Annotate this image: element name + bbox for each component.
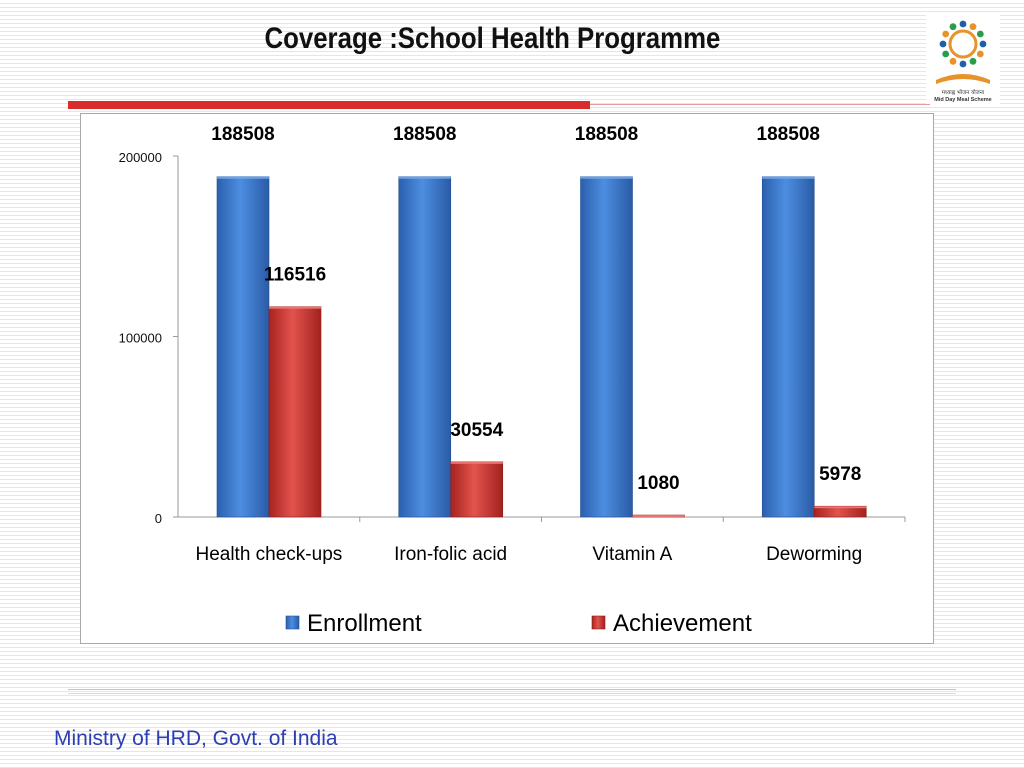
logo-figure bbox=[969, 23, 977, 31]
bar-highlight bbox=[580, 176, 633, 179]
y-tick-label: 0 bbox=[155, 511, 162, 526]
achievement-data-label: 5978 bbox=[819, 464, 861, 485]
achievement-bar bbox=[450, 461, 504, 518]
achievement-bar bbox=[268, 306, 322, 518]
bar-highlight bbox=[814, 506, 867, 509]
logo-figure bbox=[959, 60, 967, 68]
logo-caption: Mid Day Meal Scheme bbox=[934, 97, 991, 103]
slide-title: Coverage :School Health Programme bbox=[264, 22, 721, 55]
enrollment-data-label: 188508 bbox=[393, 124, 456, 145]
logo-figure bbox=[949, 57, 957, 65]
legend-swatch bbox=[285, 615, 300, 630]
achievement-data-label: 30554 bbox=[450, 420, 503, 441]
logo-figure bbox=[976, 50, 984, 58]
enrollment-bar bbox=[761, 176, 815, 518]
mid-day-meal-logo: मध्याह्न भोजन योजना Mid Day Meal Scheme bbox=[926, 14, 1000, 106]
enrollment-data-label: 188508 bbox=[575, 124, 638, 145]
logo-figure bbox=[969, 57, 977, 65]
logo-ring bbox=[948, 29, 978, 59]
y-tick-label: 200000 bbox=[119, 150, 162, 165]
bar-highlight bbox=[398, 176, 451, 179]
bar-highlight bbox=[762, 176, 815, 179]
footer-rule bbox=[68, 689, 956, 690]
bar-chart: 0 100000 200000 188508 116516 Health check-up… bbox=[119, 124, 906, 637]
achievement-data-label: 116516 bbox=[264, 265, 326, 286]
x-category-label: Health check-ups bbox=[195, 544, 342, 565]
bar-highlight bbox=[632, 515, 685, 518]
logo-figure bbox=[959, 20, 967, 28]
logo-figure bbox=[939, 40, 947, 48]
footer-rule-secondary bbox=[68, 693, 956, 694]
x-category-label: Vitamin A bbox=[592, 544, 672, 565]
logo-figure bbox=[942, 30, 950, 38]
bar-highlight bbox=[269, 306, 321, 309]
logo-figure bbox=[949, 23, 957, 31]
footer-ministry-text: Ministry of HRD, Govt. of India bbox=[54, 727, 338, 750]
logo-figure bbox=[976, 30, 984, 38]
enrollment-bar bbox=[580, 176, 633, 518]
logo-figure bbox=[979, 40, 987, 48]
enrollment-data-label: 188508 bbox=[757, 124, 820, 145]
bar-highlight bbox=[217, 176, 269, 179]
logo-emblem-icon: मध्याह्न भोजन योजना Mid Day Meal Scheme bbox=[934, 20, 992, 103]
chart-frame: 0 100000 200000 188508 116516 Health check-up… bbox=[80, 113, 934, 644]
enrollment-bar bbox=[398, 176, 452, 518]
y-tick-label: 100000 bbox=[119, 331, 162, 346]
logo-figure bbox=[942, 50, 950, 58]
title-accent-rule bbox=[68, 101, 590, 109]
x-category-label: Iron-folic acid bbox=[394, 544, 507, 565]
enrollment-data-label: 188508 bbox=[211, 124, 274, 145]
legend-swatch bbox=[591, 615, 606, 630]
x-category-label: Deworming bbox=[766, 544, 862, 565]
achievement-data-label: 1080 bbox=[637, 473, 679, 494]
bar-highlight bbox=[450, 461, 503, 464]
enrollment-bar bbox=[216, 176, 270, 518]
legend-label: Enrollment bbox=[307, 610, 422, 637]
logo-caption-hindi: मध्याह्न भोजन योजना bbox=[942, 89, 985, 96]
legend-label: Achievement bbox=[613, 610, 752, 637]
title-accent-rule-thin bbox=[590, 104, 930, 105]
